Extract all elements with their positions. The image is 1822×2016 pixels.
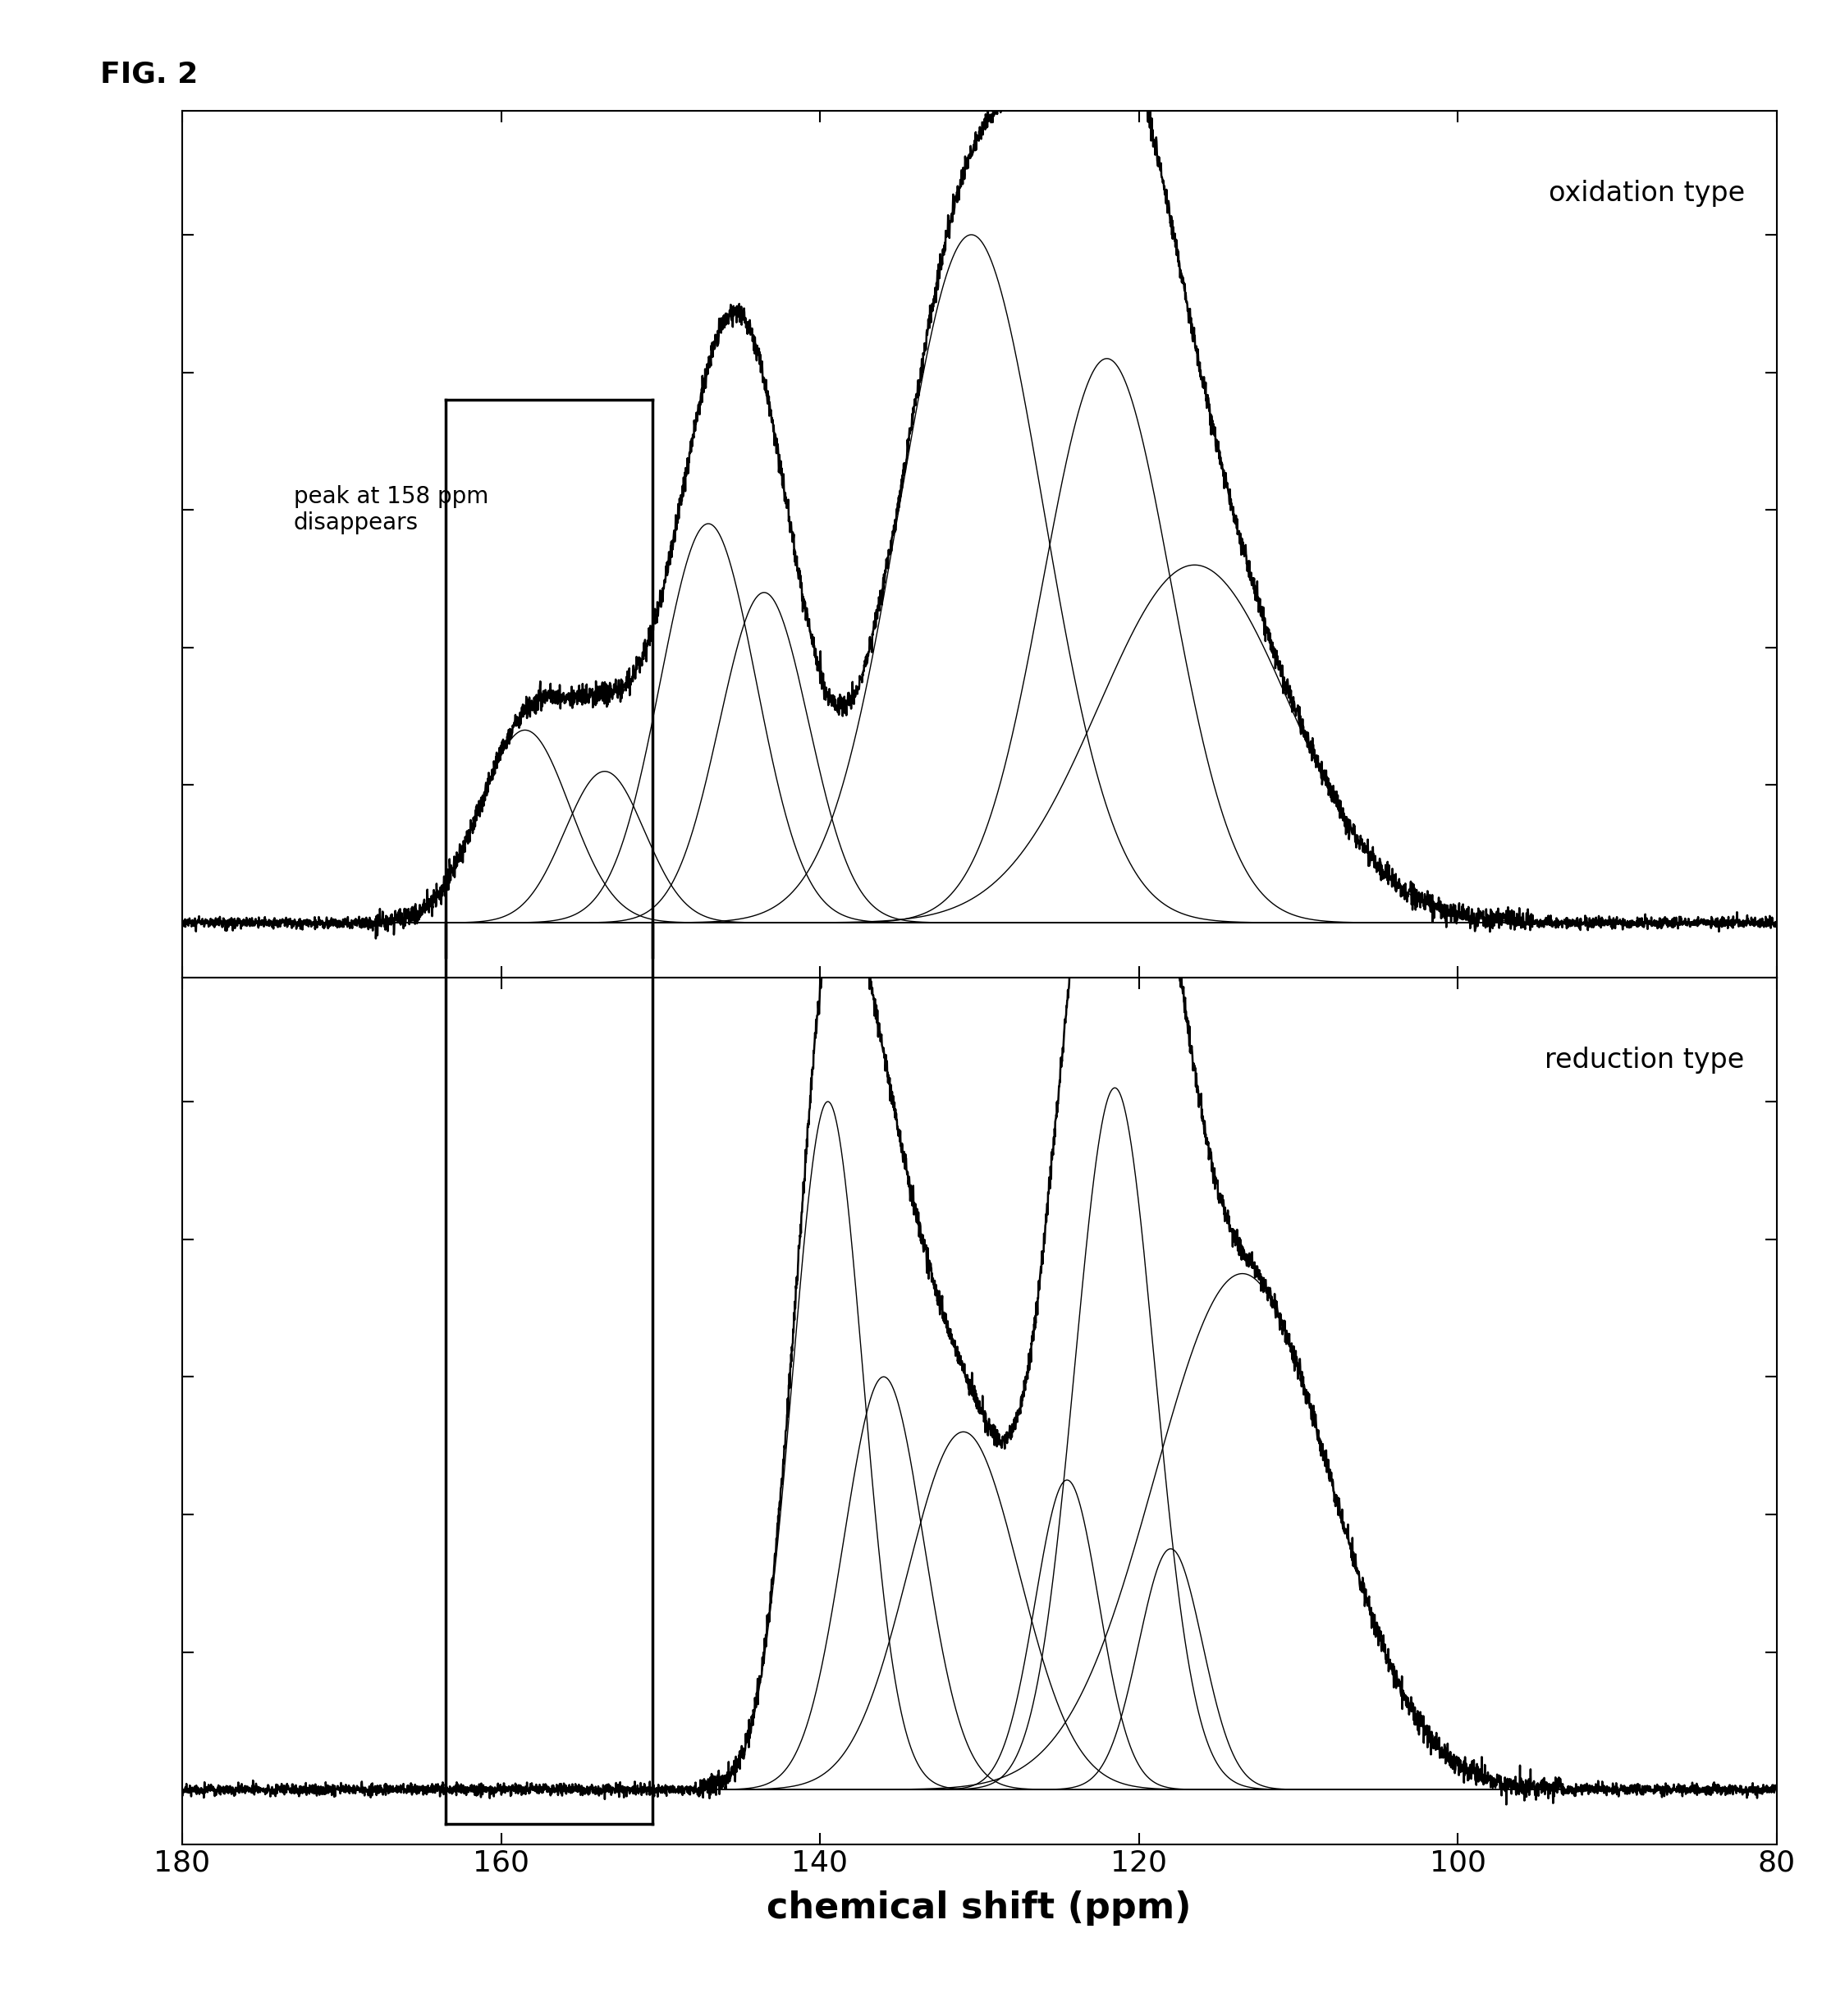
X-axis label: chemical shift (ppm): chemical shift (ppm)	[767, 1891, 1192, 1925]
Text: reduction type: reduction type	[1545, 1046, 1744, 1075]
Text: oxidation type: oxidation type	[1549, 179, 1744, 208]
Text: FIG. 2: FIG. 2	[100, 60, 199, 89]
Text: peak at 158 ppm
disappears: peak at 158 ppm disappears	[293, 486, 488, 534]
